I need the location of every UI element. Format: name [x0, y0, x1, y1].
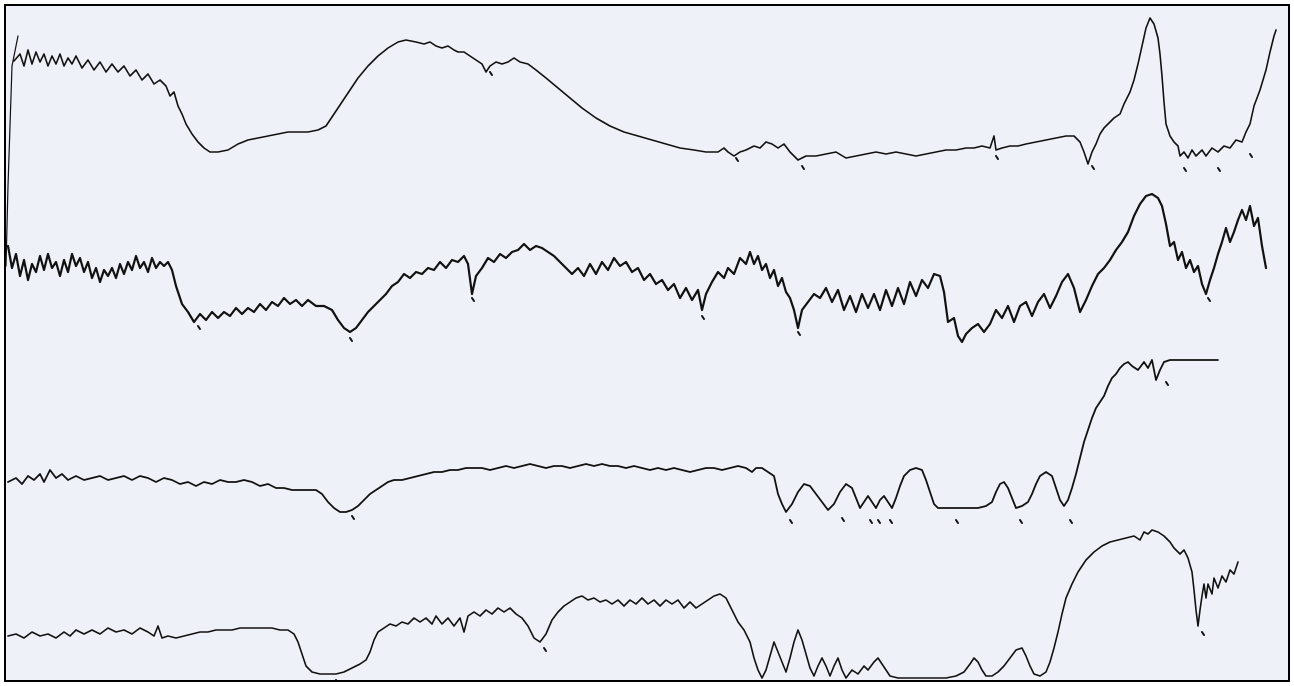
small-tick-mark-icon [789, 519, 793, 524]
small-tick-mark-icon [1201, 631, 1205, 636]
paper-background [6, 6, 1288, 680]
small-tick-mark-icon [1183, 167, 1187, 172]
small-tick-mark-icon [735, 157, 739, 162]
small-tick-mark-icon [889, 519, 893, 524]
chart-paper [6, 6, 1288, 680]
small-tick-mark-icon [197, 325, 201, 330]
small-tick-mark-icon [701, 315, 705, 320]
small-tick-mark-icon [797, 331, 801, 336]
left-margin-line [6, 35, 19, 267]
small-tick-mark-icon [801, 165, 805, 170]
small-tick-mark-icon [869, 519, 873, 524]
small-tick-mark-icon [1091, 165, 1095, 170]
small-tick-mark-icon [349, 337, 353, 342]
small-tick-mark-icon [1249, 153, 1253, 158]
small-tick-mark-icon [471, 297, 475, 302]
small-tick-mark-icon [1207, 297, 1211, 302]
trace-2 [6, 192, 1268, 344]
trace-1 [13, 17, 1277, 165]
small-tick-mark-icon [1217, 167, 1221, 172]
small-tick-mark-icon [955, 519, 959, 524]
small-tick-mark-icon [543, 647, 547, 652]
small-tick-mark-icon [841, 517, 845, 522]
small-tick-mark-icon [489, 71, 493, 76]
scanned-chart-recording [4, 4, 1290, 682]
small-tick-mark-icon [995, 155, 999, 160]
small-tick-mark-icon [1069, 519, 1073, 524]
small-tick-mark-icon [351, 515, 355, 520]
trace-4 [7, 529, 1239, 679]
small-tick-mark-icon [1165, 381, 1169, 386]
small-tick-mark-icon [877, 519, 881, 524]
tick-marks [197, 71, 1253, 680]
small-tick-mark-icon [1019, 519, 1023, 524]
trace-3 [7, 359, 1219, 513]
